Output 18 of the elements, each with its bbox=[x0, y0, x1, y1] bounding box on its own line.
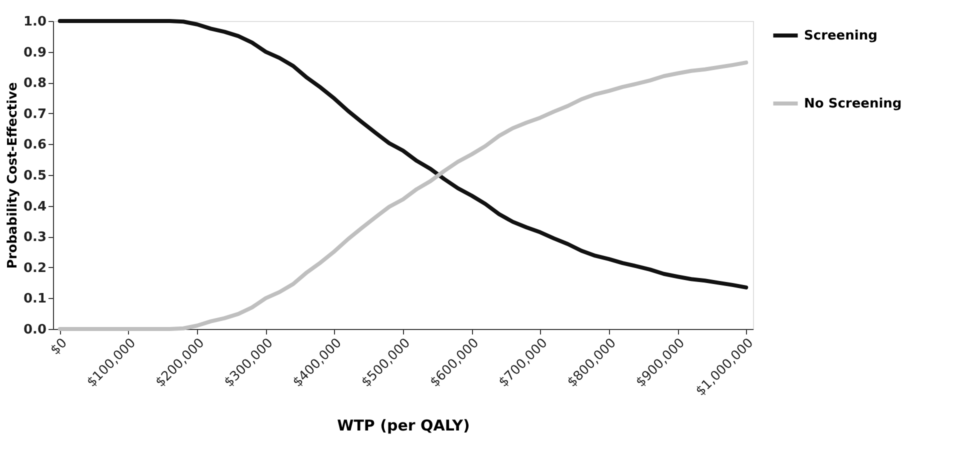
y-tick-label: 0.8 bbox=[23, 76, 46, 92]
y-tick-label: 0.5 bbox=[23, 168, 46, 184]
y-tick-label: 0.3 bbox=[23, 230, 46, 246]
line-series bbox=[58, 19, 748, 290]
x-axis-title: WTP (per QALY) bbox=[337, 416, 470, 434]
y-tick-label: 1.0 bbox=[23, 14, 46, 30]
y-tick-label: 0.0 bbox=[23, 322, 46, 338]
y-tick-label: 0.2 bbox=[23, 260, 46, 276]
legend-label: No Screening bbox=[804, 96, 902, 112]
line-series bbox=[58, 60, 748, 331]
y-axis-title: Probability Cost-Effective bbox=[5, 82, 20, 269]
y-tick-label: 0.1 bbox=[23, 292, 46, 307]
y-tick-label: 0.7 bbox=[23, 106, 46, 122]
y-tick-label: 0.4 bbox=[23, 199, 46, 214]
y-tick-label: 0.9 bbox=[23, 45, 46, 60]
y-tick-label: 0.6 bbox=[23, 138, 46, 153]
x-tick-label: $0 bbox=[48, 336, 70, 358]
legend-label: Screening bbox=[804, 28, 878, 44]
